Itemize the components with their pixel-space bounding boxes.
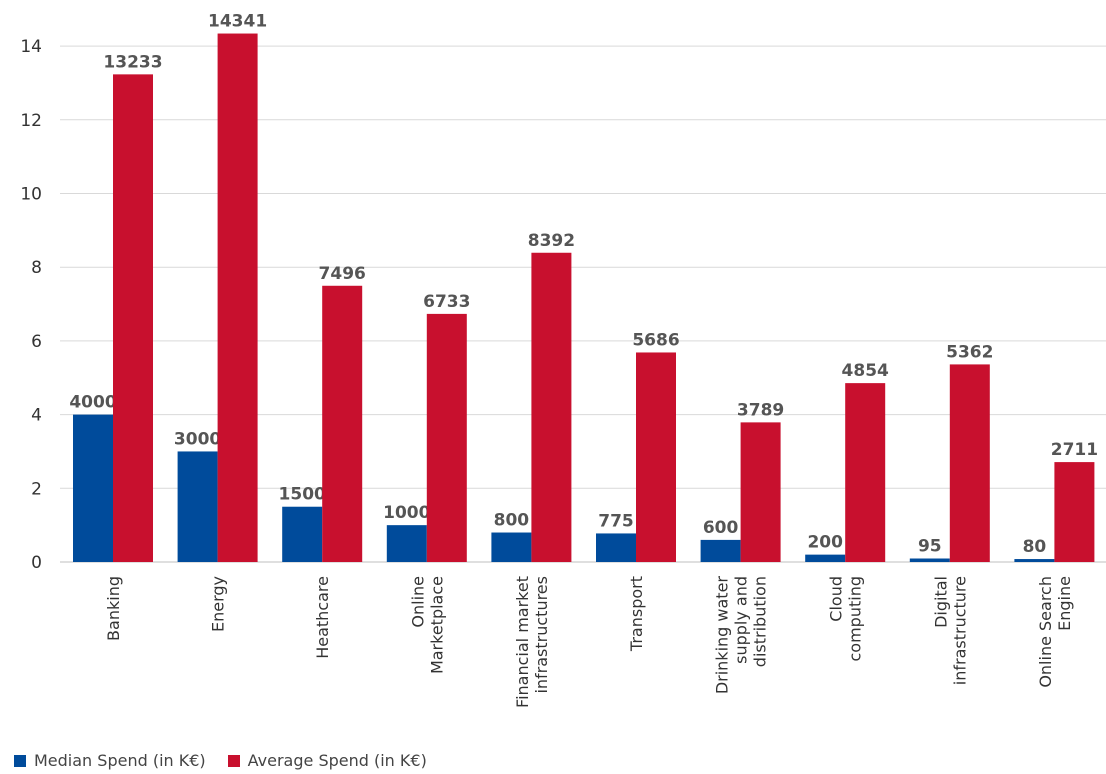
legend-label-average: Average Spend (in K€): [247, 751, 427, 770]
x-tick-label: Online: [408, 576, 427, 628]
data-label-average: 8392: [528, 231, 575, 251]
bar-average: [845, 383, 886, 562]
bar-median: [386, 525, 427, 562]
legend-swatch-median: [14, 754, 26, 767]
bar-median: [805, 554, 846, 562]
x-tick-label: Energy: [209, 576, 228, 632]
data-label-median: 1500: [279, 485, 326, 505]
data-label-median: 800: [494, 511, 530, 531]
bar-median: [909, 558, 950, 562]
data-label-average: 7496: [319, 264, 366, 284]
y-tick-label: 14: [20, 37, 42, 57]
x-tick-label: Banking: [104, 576, 123, 641]
x-tick-label: Heathcare: [313, 576, 332, 659]
data-label-average: 4854: [842, 361, 889, 381]
x-tick-label: Transport: [627, 576, 646, 652]
x-tick-label: infrastructures: [532, 576, 551, 694]
x-tick-label: Engine: [1055, 576, 1074, 631]
x-tick-label: Cloud: [827, 576, 846, 622]
data-label-average: 13233: [103, 52, 162, 72]
bar-median: [700, 539, 741, 562]
bar-average: [531, 252, 572, 562]
data-label-average: 5686: [632, 330, 679, 350]
bar-average: [740, 422, 781, 562]
y-tick-label: 6: [31, 332, 42, 352]
legend-label-median: Median Spend (in K€): [34, 751, 206, 770]
bar-average: [636, 352, 676, 562]
bar-chart-svg: 0 2 4 6 8 10 12 14 4000 13233 Banking 3000 14341 Ener…: [20, 12, 1106, 708]
bar-average: [949, 364, 990, 562]
data-label-average: 14341: [208, 12, 267, 32]
bar-median: [491, 532, 532, 562]
x-tick-label: infrastructure: [950, 576, 969, 685]
bar-average: [1054, 462, 1095, 562]
y-tick-label: 10: [20, 185, 42, 205]
data-label-average: 5362: [946, 342, 993, 362]
bar-average: [322, 285, 363, 562]
data-label-median: 1000: [383, 503, 430, 523]
data-label-median: 80: [1023, 537, 1047, 557]
y-tick-label: 8: [31, 258, 42, 278]
y-tick-label: 0: [31, 553, 42, 573]
legend-swatch-average: [227, 754, 240, 767]
y-tick-label: 2: [31, 479, 42, 499]
x-tick-label: distribution: [751, 576, 770, 667]
bar-average: [426, 313, 467, 562]
bar-average: [113, 74, 153, 562]
data-label-median: 200: [807, 533, 843, 553]
bar-median: [177, 451, 218, 562]
x-tick-label: Drinking water: [713, 576, 732, 695]
x-tick-label: Digital: [931, 576, 950, 628]
bar-average: [217, 33, 258, 562]
x-tick-label: Online Search: [1036, 576, 1055, 688]
legend-item-median: Median Spend (in K€): [14, 751, 206, 770]
data-label-median: 775: [598, 511, 634, 531]
data-label-average: 6733: [423, 292, 470, 312]
y-tick-label: 12: [20, 111, 42, 131]
x-tick-label: supply and: [732, 576, 751, 664]
x-tick-label: Financial market: [513, 576, 532, 708]
bar-median: [596, 533, 636, 562]
data-label-average: 2711: [1051, 440, 1098, 460]
data-label-median: 95: [918, 536, 942, 556]
legend: Median Spend (in K€) Average Spend (in K…: [14, 751, 449, 770]
bar-median: [282, 506, 323, 562]
data-label-median: 4000: [69, 393, 116, 413]
x-tick-label: computing: [846, 576, 865, 661]
data-label-average: 3789: [737, 400, 784, 420]
bar-median: [73, 414, 113, 562]
x-tick-label: Marketplace: [427, 576, 446, 674]
y-tick-label: 4: [31, 406, 42, 426]
legend-item-average: Average Spend (in K€): [227, 751, 427, 770]
data-label-median: 3000: [174, 429, 221, 449]
bar-median: [1014, 559, 1055, 562]
data-label-median: 600: [703, 518, 739, 538]
